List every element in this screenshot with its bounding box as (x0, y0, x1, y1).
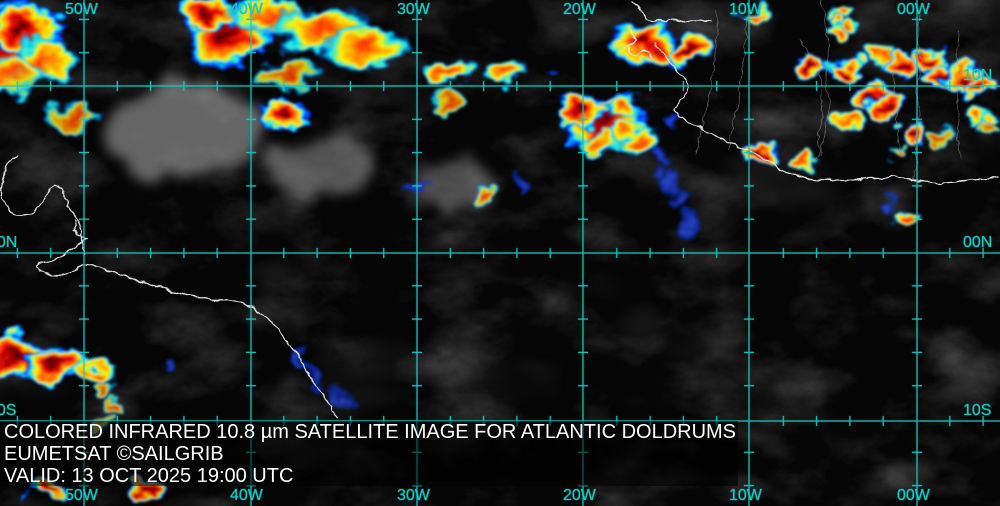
svg-text:40W: 40W (230, 1, 264, 18)
svg-text:10W: 10W (729, 1, 763, 18)
svg-text:10N: 10N (963, 67, 992, 84)
svg-text:40W: 40W (230, 487, 264, 504)
svg-text:VALID: 13 OCT 2025 19:00 UTC: VALID: 13 OCT 2025 19:00 UTC (4, 465, 293, 487)
svg-text:30W: 30W (397, 1, 431, 18)
svg-text:30W: 30W (397, 487, 431, 504)
svg-text:10S: 10S (963, 402, 991, 419)
svg-text:COLORED INFRARED 10.8 µm SATEL: COLORED INFRARED 10.8 µm SATELLITE IMAGE… (4, 421, 736, 443)
svg-text:20W: 20W (563, 1, 597, 18)
svg-text:00N: 00N (0, 234, 17, 251)
svg-text:00W: 00W (897, 1, 931, 18)
svg-text:50W: 50W (65, 487, 99, 504)
svg-text:00N: 00N (963, 234, 992, 251)
svg-text:10S: 10S (0, 402, 16, 419)
svg-text:20W: 20W (563, 487, 597, 504)
svg-text:10W: 10W (729, 487, 763, 504)
svg-text:50W: 50W (65, 1, 99, 18)
svg-text:EUMETSAT ©SAILGRIB: EUMETSAT ©SAILGRIB (4, 443, 224, 465)
svg-text:00W: 00W (897, 487, 931, 504)
